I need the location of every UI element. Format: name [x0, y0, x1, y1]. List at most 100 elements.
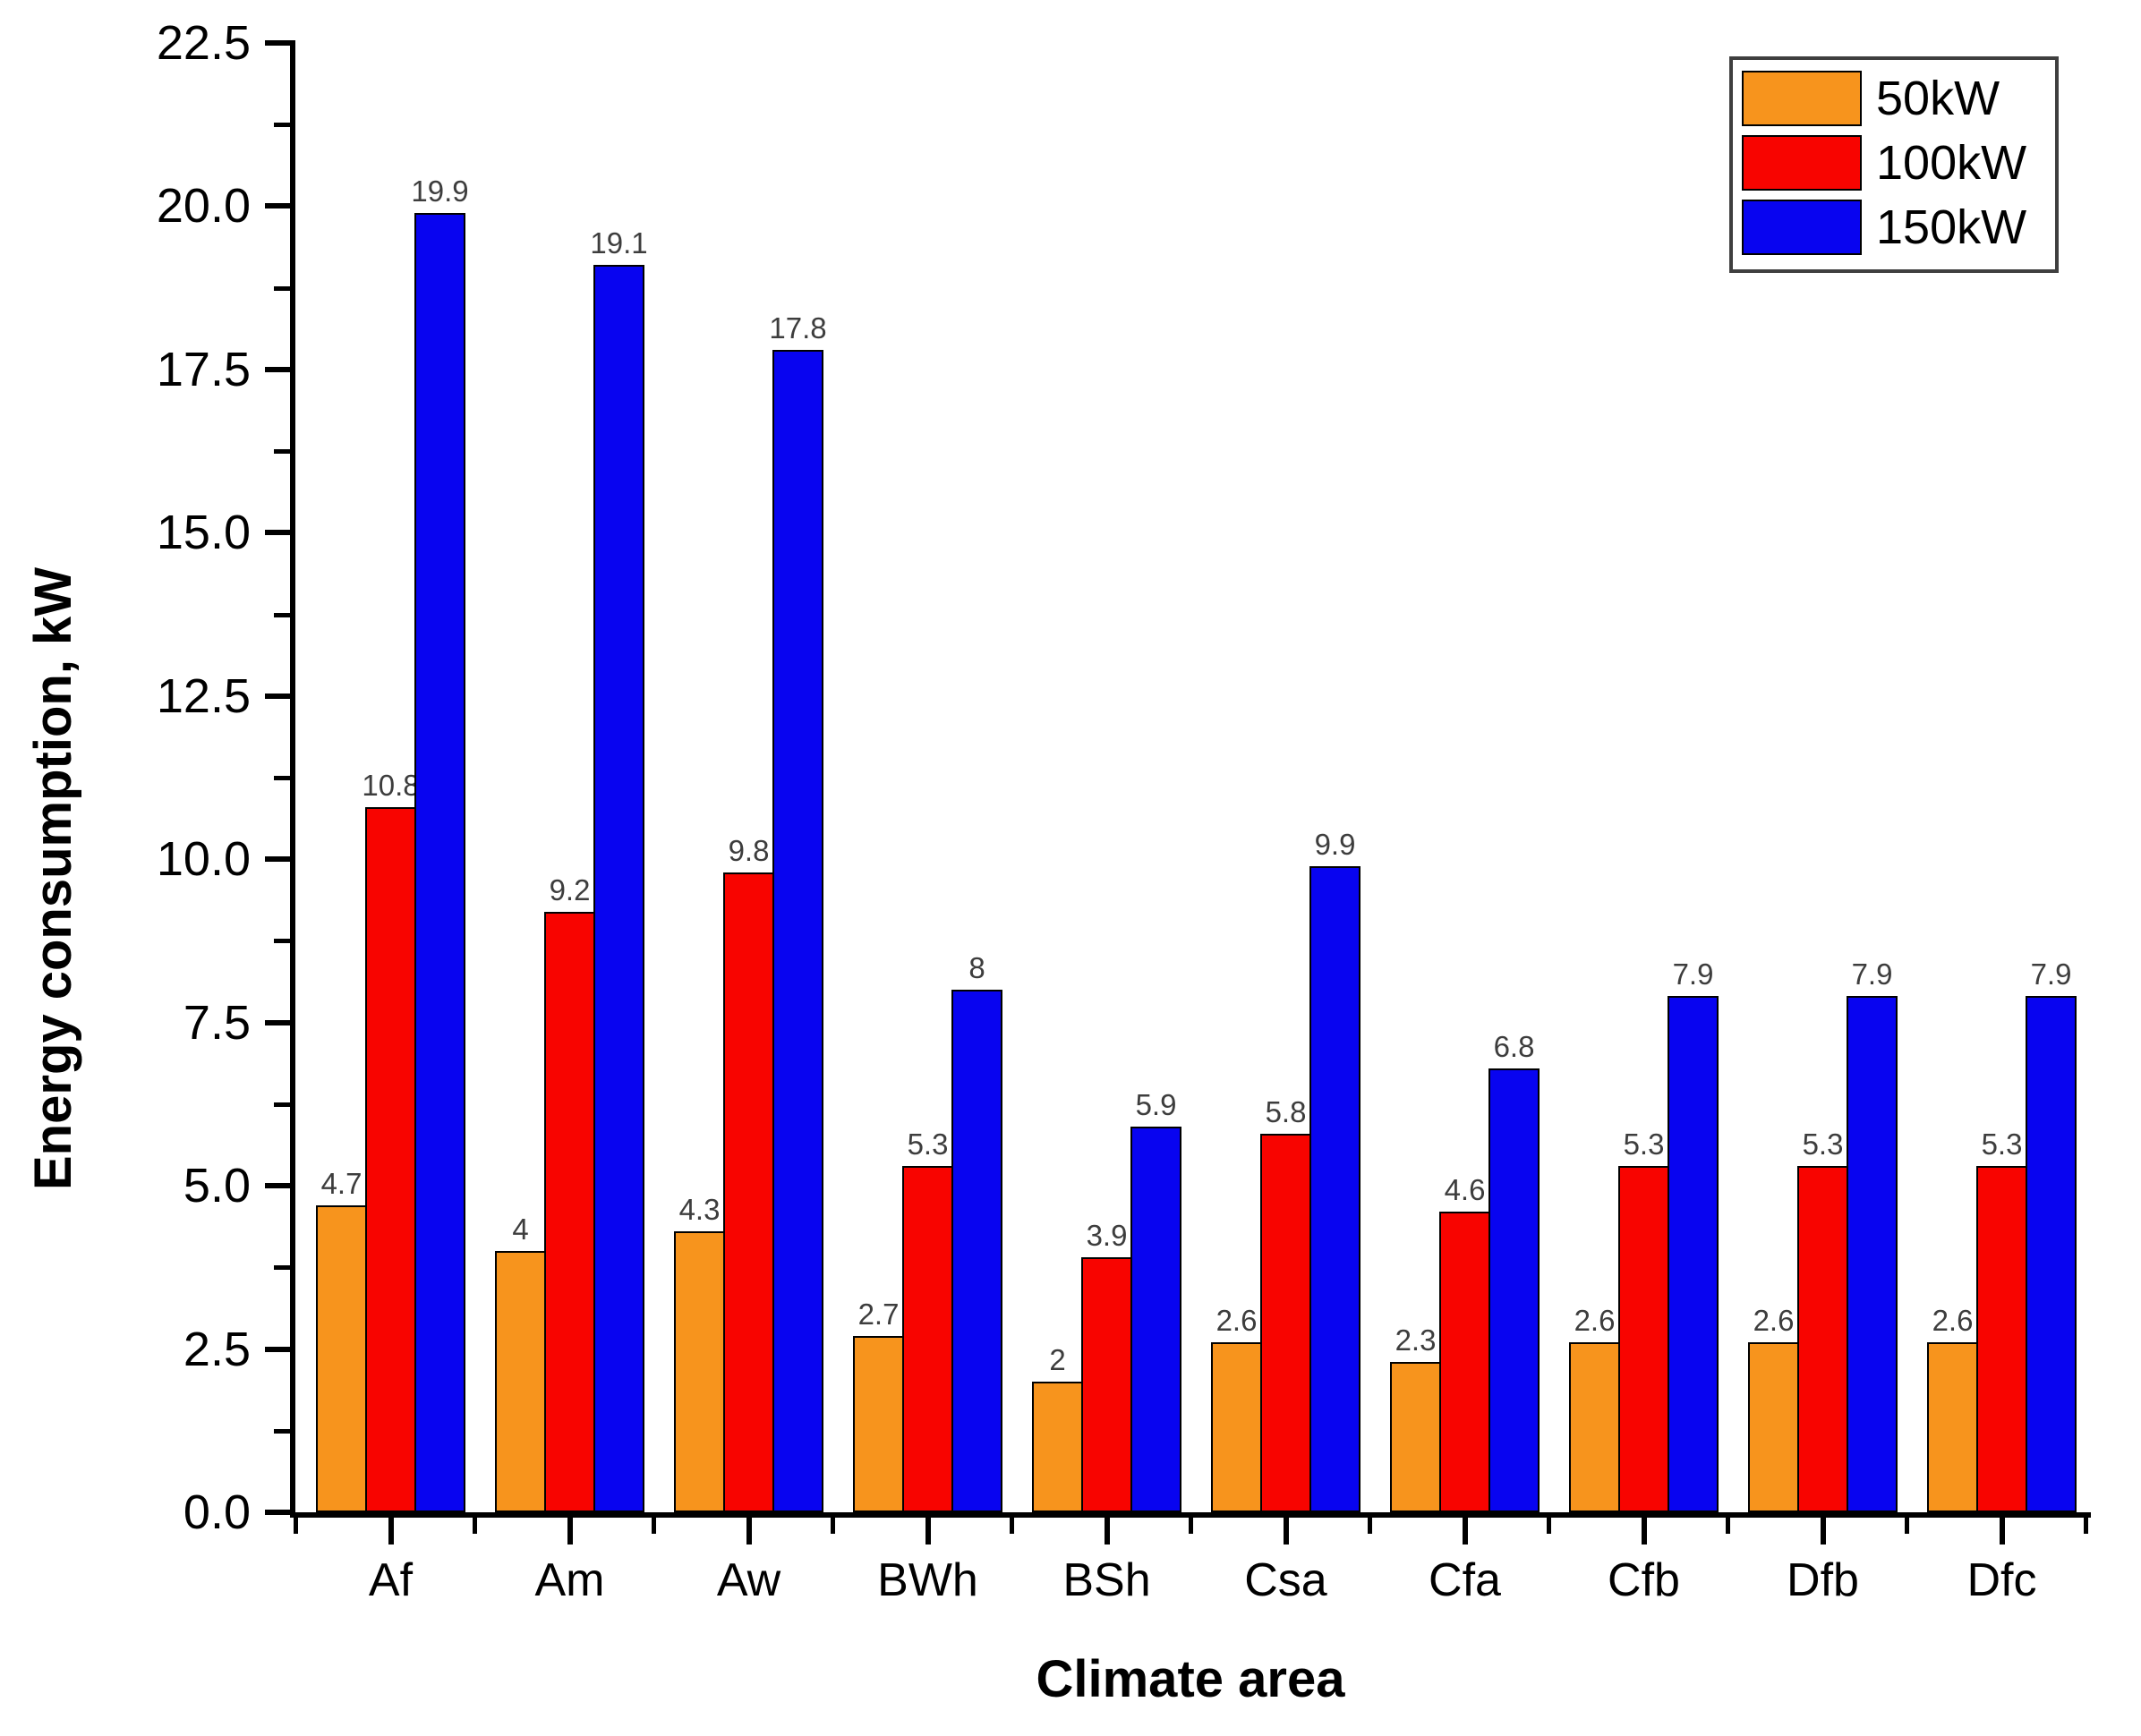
- bar-value-label: 4.6: [1444, 1173, 1486, 1207]
- bar-value-label: 2.6: [1932, 1304, 1974, 1338]
- x-axis-minor-tick: [1189, 1518, 1193, 1534]
- bar-value-label: 4.7: [320, 1167, 363, 1200]
- x-axis-minor-tick: [1547, 1518, 1551, 1534]
- bar: [316, 1205, 367, 1512]
- legend-swatch-100kW: [1742, 135, 1862, 191]
- x-axis-major-tick: [1641, 1518, 1647, 1545]
- y-axis-major-tick: [265, 1183, 290, 1189]
- x-axis-minor-tick: [1726, 1518, 1730, 1534]
- y-axis-tick-label: 12.5: [156, 668, 251, 723]
- x-axis-major-tick: [1104, 1518, 1110, 1545]
- bar: [1668, 996, 1719, 1512]
- x-axis-minor-tick: [1368, 1518, 1372, 1534]
- y-axis-minor-tick: [274, 939, 290, 944]
- category-label: Aw: [716, 1554, 781, 1606]
- y-axis-minor-tick: [274, 776, 290, 780]
- y-axis-minor-tick: [274, 1265, 290, 1271]
- bar: [1618, 1166, 1669, 1512]
- bar-value-label: 8: [968, 951, 985, 985]
- bar: [951, 990, 1002, 1512]
- bar: [414, 212, 465, 1512]
- bar: [1488, 1068, 1540, 1512]
- x-axis-major-tick: [1283, 1518, 1289, 1545]
- legend-item: 150kW: [1742, 200, 2055, 255]
- bar: [1260, 1133, 1311, 1512]
- y-axis-tick-label: 15.0: [156, 506, 251, 560]
- category-label: Csa: [1244, 1554, 1327, 1606]
- x-axis-minor-tick: [652, 1518, 656, 1534]
- bar: [1927, 1342, 1978, 1512]
- x-axis-minor-tick: [473, 1518, 477, 1534]
- category-label: Af: [368, 1554, 414, 1606]
- bar-value-label: 5.3: [1981, 1128, 2023, 1162]
- bar-value-label: 5.3: [907, 1128, 949, 1162]
- bar-value-label: 2.6: [1216, 1304, 1258, 1338]
- bar-value-label: 17.8: [769, 311, 827, 345]
- category-label: BWh: [877, 1554, 978, 1606]
- y-axis-major-tick: [265, 40, 290, 46]
- y-axis-major-tick: [265, 203, 290, 209]
- y-axis-minor-tick: [274, 123, 290, 128]
- y-axis-tick-label: 2.5: [183, 1322, 251, 1376]
- bar: [2026, 996, 2077, 1512]
- y-axis-major-tick: [265, 530, 290, 536]
- legend-label: 50kW: [1876, 72, 2000, 125]
- bar: [1439, 1212, 1490, 1512]
- y-axis-minor-tick: [274, 1428, 290, 1434]
- bar-value-label: 2.6: [1574, 1304, 1616, 1338]
- legend-swatch-150kW: [1742, 200, 1862, 255]
- x-axis-major-tick: [925, 1518, 931, 1545]
- bar-value-label: 4.3: [678, 1193, 721, 1227]
- y-axis-major-tick: [265, 693, 290, 699]
- bar: [1569, 1342, 1620, 1512]
- legend-label: 100kW: [1876, 136, 2027, 190]
- x-axis-major-tick: [1462, 1518, 1468, 1545]
- y-axis-major-tick: [265, 856, 290, 863]
- bar: [1976, 1166, 2027, 1512]
- category-label: Cfb: [1608, 1554, 1680, 1606]
- bar: [1032, 1382, 1083, 1512]
- bar-value-label: 4: [512, 1213, 529, 1247]
- y-axis-major-tick: [265, 366, 290, 372]
- y-axis-minor-tick: [274, 449, 290, 455]
- legend-swatch-50kW: [1742, 71, 1862, 126]
- legend-label: 150kW: [1876, 200, 2027, 254]
- bar-value-label: 19.1: [590, 226, 648, 260]
- x-axis-major-tick: [567, 1518, 573, 1545]
- y-axis-tick-label: 22.5: [156, 16, 251, 70]
- legend-item: 50kW: [1742, 71, 2055, 126]
- y-axis-tick-label: 0.0: [183, 1485, 251, 1539]
- bar: [365, 806, 416, 1512]
- bar-value-label: 9.2: [549, 872, 591, 906]
- bar: [723, 872, 774, 1512]
- x-axis-minor-tick: [2084, 1518, 2088, 1534]
- bar-value-label: 5.8: [1265, 1094, 1307, 1128]
- x-axis-minor-tick: [831, 1518, 835, 1534]
- bar: [674, 1231, 725, 1512]
- bar-value-label: 2.6: [1753, 1304, 1795, 1338]
- bar-value-label: 5.9: [1135, 1088, 1177, 1122]
- bar-value-label: 2.3: [1395, 1323, 1437, 1357]
- y-axis-minor-tick: [274, 1102, 290, 1107]
- bar: [1390, 1362, 1441, 1512]
- bar-value-label: 7.9: [1851, 957, 1893, 991]
- x-axis-major-tick: [388, 1518, 394, 1545]
- category-label: BSh: [1062, 1554, 1151, 1606]
- y-axis: [290, 40, 295, 1518]
- y-axis-tick-label: 10.0: [156, 832, 251, 887]
- bar-value-label: 7.9: [2030, 957, 2072, 991]
- bar-value-label: 10.8: [362, 768, 420, 802]
- x-axis-major-tick: [746, 1518, 752, 1545]
- bar-value-label: 3.9: [1086, 1219, 1128, 1253]
- bar-value-label: 9.9: [1314, 827, 1356, 861]
- x-axis-major-tick: [1999, 1518, 2005, 1545]
- x-axis-minor-tick: [1010, 1518, 1014, 1534]
- legend: 50kW 100kW 150kW: [1729, 56, 2059, 273]
- bar-value-label: 19.9: [411, 174, 469, 208]
- y-axis-major-tick: [265, 1019, 290, 1025]
- bar-value-label: 6.8: [1493, 1029, 1535, 1063]
- bar: [902, 1166, 953, 1512]
- y-axis-title: Energy consumption, kW: [24, 566, 82, 1190]
